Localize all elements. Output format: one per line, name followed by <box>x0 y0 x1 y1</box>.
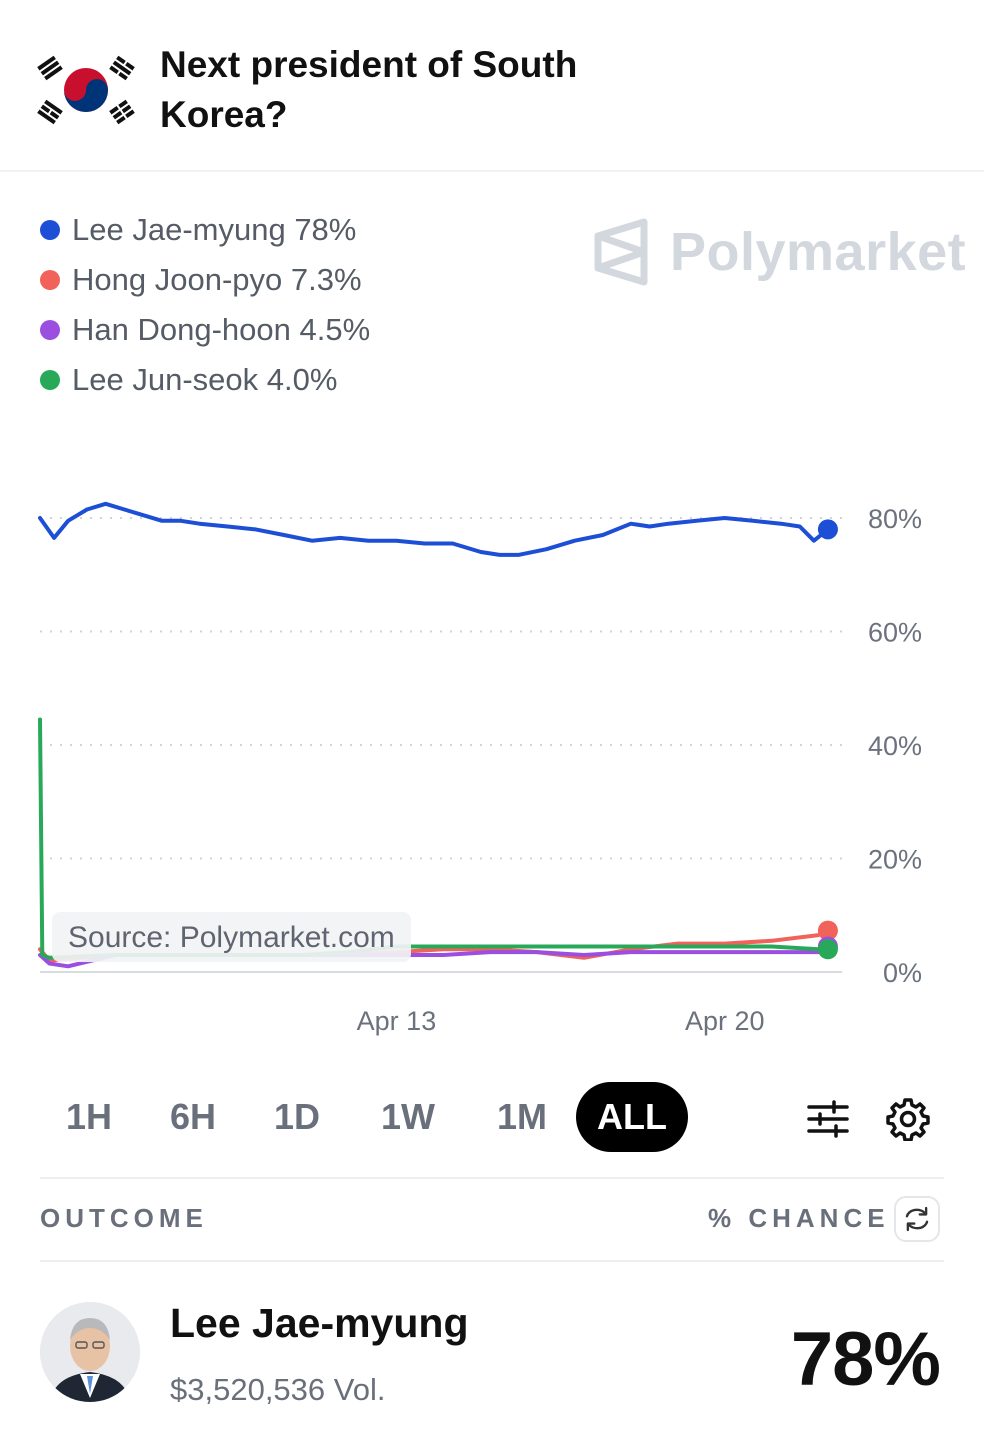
legend-name: Hong Joon-pyo <box>72 262 283 297</box>
chart-legend: Lee Jae-myung 78% Hong Joon-pyo 7.3% Han… <box>40 205 370 405</box>
legend-item-hong-joon-pyo: Hong Joon-pyo 7.3% <box>40 255 370 305</box>
y-tick-label: 40% <box>868 731 922 761</box>
legend-name: Han Dong-hoon <box>72 312 291 347</box>
polymarket-logo-icon <box>594 218 648 286</box>
legend-item-lee-jun-seok: Lee Jun-seok 4.0% <box>40 355 370 405</box>
legend-name: Lee Jun-seok <box>72 362 259 397</box>
x-tick-label: Apr 20 <box>685 1006 765 1036</box>
outcome-chance: 78% <box>790 1317 941 1402</box>
settings-gear-icon[interactable] <box>886 1097 930 1141</box>
legend-dot <box>40 370 60 390</box>
legend-name: Lee Jae-myung <box>72 212 286 247</box>
timeframe-1d[interactable]: 1D <box>273 1096 321 1137</box>
divider <box>40 1177 944 1179</box>
chart-lines <box>38 501 838 969</box>
legend-item-lee-jae-myung: Lee Jae-myung 78% <box>40 205 370 255</box>
outcome-header: OUTCOME <box>40 1203 208 1233</box>
timeframe-6h[interactable]: 6H <box>169 1096 217 1137</box>
south-korea-flag-icon <box>37 55 135 125</box>
chance-header: % CHANCE <box>708 1203 890 1233</box>
timeframe-1h[interactable]: 1H <box>65 1096 113 1137</box>
legend-dot <box>40 320 60 340</box>
legend-pct: 4.5% <box>299 312 371 347</box>
timeframe-all[interactable]: ALL <box>576 1082 688 1152</box>
series-endpoint-lee-jae-myung <box>817 519 838 540</box>
y-tick-label: 60% <box>868 618 922 648</box>
x-tick-label: Apr 13 <box>357 1006 437 1036</box>
source-label: Source: Polymarket.com <box>52 912 411 962</box>
x-axis-labels: Apr 13 Apr 20 <box>357 1006 765 1036</box>
series-endpoint-lee-jun-seok <box>817 939 838 960</box>
outcome-name[interactable]: Lee Jae-myung <box>170 1300 469 1346</box>
legend-dot <box>40 220 60 240</box>
market-header: Next president of South Korea? <box>0 0 984 172</box>
legend-pct: 78% <box>294 212 357 247</box>
legend-pct: 4.0% <box>266 362 338 397</box>
timeframe-1w[interactable]: 1W <box>381 1096 435 1137</box>
divider <box>40 1260 944 1262</box>
y-tick-label: 80% <box>868 504 922 534</box>
y-tick-label: 0% <box>883 958 922 988</box>
watermark-text: Polymarket <box>670 222 967 282</box>
market-title: Next president of South Korea? <box>160 44 578 135</box>
outcome-volume: $3,520,536 Vol. <box>170 1372 386 1407</box>
candidate-avatar <box>40 1302 140 1402</box>
y-tick-label: 20% <box>868 845 922 875</box>
refresh-icon[interactable] <box>894 1196 940 1242</box>
series-endpoint-hong-joon-pyo <box>817 920 838 941</box>
legend-item-han-dong-hoon: Han Dong-hoon 4.5% <box>40 305 370 355</box>
polymarket-watermark: Polymarket <box>592 214 966 290</box>
timeframe-selector: 1H 6H 1D 1W 1M ALL <box>40 1082 944 1152</box>
y-axis-labels: 80% 60% 40% 20% 0% <box>868 504 922 988</box>
timeframe-1m[interactable]: 1M <box>496 1096 547 1137</box>
chart-grid <box>40 517 842 973</box>
series-line-lee-jae-myung <box>38 501 830 557</box>
filter-sliders-icon[interactable] <box>806 1097 850 1141</box>
legend-dot <box>40 270 60 290</box>
legend-pct: 7.3% <box>290 262 362 297</box>
